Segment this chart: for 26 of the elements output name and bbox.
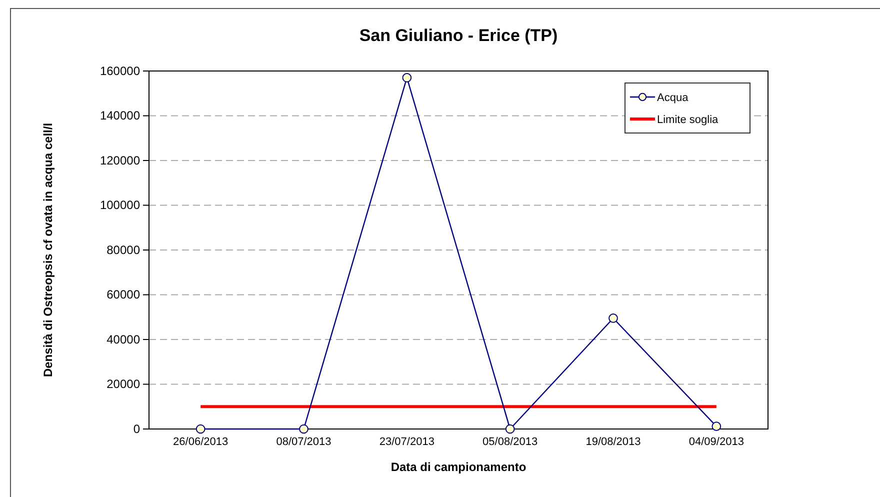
y-tick-label: 120000 [100, 153, 140, 168]
point [505, 424, 515, 434]
y-axis-title: Densità di Ostreopsis cf ovata in acqua cell/l [41, 122, 55, 378]
y-tick-label: 60000 [106, 288, 140, 302]
point [196, 424, 206, 434]
y-tick-label: 40000 [106, 332, 140, 346]
legend-label: Acqua [657, 92, 690, 104]
point [299, 424, 308, 434]
legend-label: Limite soglia [657, 114, 720, 126]
y-tick-label: 20000 [106, 377, 140, 392]
x-tick-label: 19/08/2013 [586, 436, 641, 448]
point [712, 422, 722, 431]
y-tick-label: 100000 [100, 198, 140, 212]
x-tick-label: 26/06/2013 [173, 436, 228, 448]
chart-title: San Giuliano - Erice (TP) [359, 26, 558, 45]
y-tick-label: 160000 [100, 64, 140, 78]
x-tick-label: 08/07/2013 [276, 436, 332, 448]
x-tick-label: 23/07/2013 [379, 436, 434, 448]
x-tick-label: 05/08/2013 [482, 436, 538, 448]
x-axis-title: Data di campionamento [390, 460, 526, 474]
y-tick-label: 80000 [106, 242, 140, 257]
y-tick-label: 140000 [100, 108, 140, 123]
y-tick-label: 0 [133, 422, 140, 436]
x-tick-label: 04/09/2013 [688, 436, 744, 448]
point [402, 73, 412, 82]
point [608, 314, 618, 323]
